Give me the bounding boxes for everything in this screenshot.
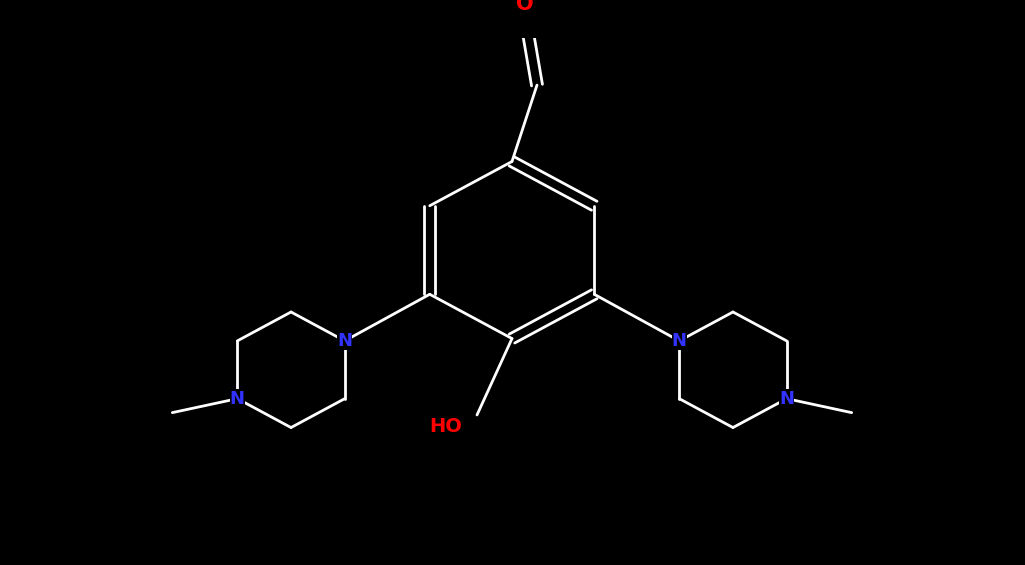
Text: N: N: [337, 332, 353, 350]
Text: N: N: [230, 390, 245, 408]
Text: N: N: [779, 390, 794, 408]
Text: N: N: [671, 332, 687, 350]
Text: O: O: [517, 0, 534, 14]
Text: HO: HO: [429, 416, 462, 436]
